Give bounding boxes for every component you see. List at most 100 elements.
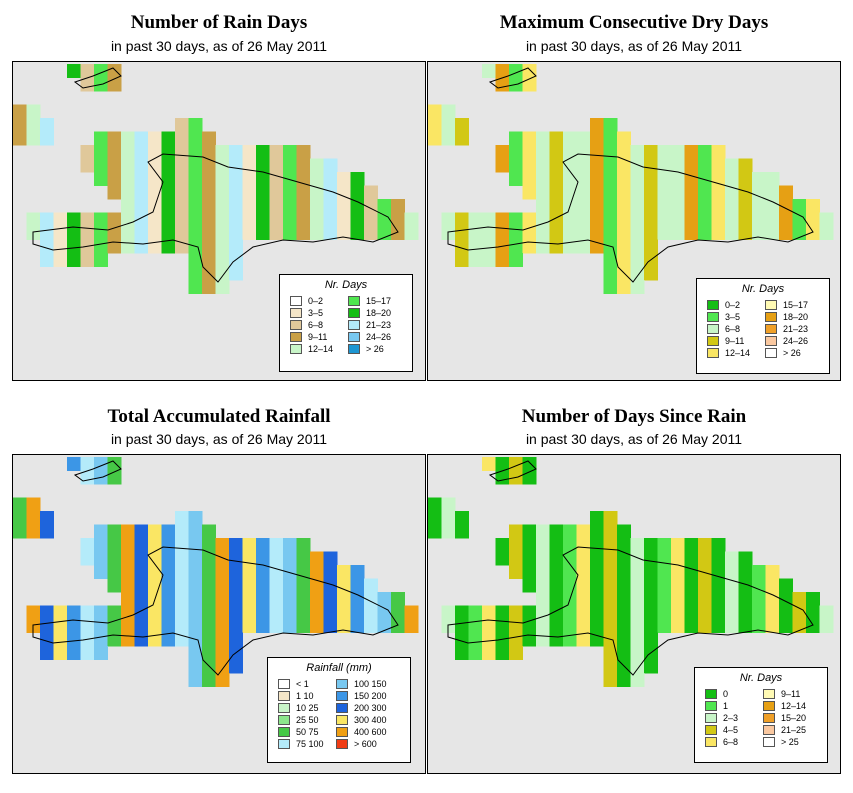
grid-cell	[229, 226, 243, 240]
legend-swatch	[348, 308, 360, 318]
grid-cell	[684, 172, 699, 186]
grid-cell	[134, 551, 149, 566]
grid-cell	[590, 511, 604, 525]
grid-cell	[13, 118, 27, 132]
map-legend: Nr. Days 0–2 3–5 6–8 9–11 12–14 15–17 18–20 21–…	[696, 278, 830, 374]
grid-cell	[148, 172, 162, 186]
grid-cell	[53, 605, 68, 620]
grid-cell	[134, 226, 149, 240]
grid-cell	[175, 158, 189, 173]
grid-cell	[94, 551, 108, 566]
legend-label: 21–23	[783, 324, 809, 334]
island-outline	[32, 546, 399, 676]
legend-label: 150 200	[354, 691, 387, 701]
grid-cell	[657, 538, 672, 552]
grid-cell	[617, 578, 631, 593]
grid-cell	[67, 226, 81, 240]
grid-cell	[215, 280, 230, 294]
grid-cell	[765, 605, 780, 620]
grid-cell	[94, 226, 108, 240]
grid-cell	[765, 578, 780, 593]
legend-item: > 25	[763, 736, 823, 748]
grid-cell	[806, 605, 820, 620]
grid-cell	[229, 605, 243, 620]
legend-label: 10 25	[296, 703, 319, 713]
grid-cell	[630, 212, 645, 227]
legend-column: 15–17 18–20 21–23 24–26 > 26	[765, 299, 825, 359]
grid-cell	[428, 497, 442, 512]
grid-cell	[337, 185, 351, 200]
legend-label: 21–25	[781, 725, 807, 735]
grid-cell	[590, 538, 604, 552]
grid-cell	[256, 172, 270, 186]
grid-cell	[350, 199, 365, 213]
grid-cell	[617, 145, 631, 159]
legend-title: Rainfall (mm)	[306, 662, 372, 674]
grid-cell	[644, 619, 658, 633]
grid-cell	[229, 578, 243, 593]
grid-cell	[441, 131, 456, 146]
grid-cell	[590, 619, 604, 633]
island-outline	[447, 153, 814, 283]
grid-cell	[630, 592, 645, 606]
grid-cell	[175, 185, 189, 200]
grid-cell	[80, 226, 95, 240]
legend-swatch	[707, 300, 719, 310]
grid-cell	[215, 239, 230, 254]
grid-cell	[671, 158, 685, 173]
grid-cell	[711, 538, 726, 552]
grid-cell	[468, 239, 483, 254]
coastline-outline	[73, 67, 122, 89]
grid-cell	[495, 226, 510, 240]
map-grid	[13, 64, 419, 294]
panel-title: Maximum Consecutive Dry Days	[499, 12, 769, 33]
grid-cell	[536, 538, 550, 552]
grid-cell	[644, 199, 658, 213]
legend-item: 50 75	[278, 726, 338, 738]
grid-cell	[536, 632, 550, 647]
grid-cell	[738, 578, 753, 593]
grid-cell	[229, 659, 243, 674]
grid-cell	[269, 145, 284, 159]
grid-cell	[215, 592, 230, 606]
map-since-rain: Nr. Days 0 1 2–3 4–5 6–8 9–11 12–14 15–20 21–25 >…	[427, 454, 841, 774]
grid-cell	[765, 565, 780, 579]
grid-cell	[752, 185, 766, 200]
grid-cell	[323, 551, 338, 566]
grid-cell	[495, 158, 510, 173]
grid-cell	[94, 239, 108, 254]
panel-title: Number of Days Since Rain	[521, 406, 747, 427]
grid-cell	[549, 538, 564, 552]
grid-cell	[549, 185, 564, 200]
grid-cell	[644, 538, 658, 552]
grid-cell	[657, 578, 672, 593]
grid-cell	[617, 673, 631, 687]
grid-cell	[509, 538, 523, 552]
legend-swatch	[765, 300, 777, 310]
grid-cell	[806, 199, 820, 213]
grid-cell	[549, 551, 564, 566]
grid-cell	[175, 592, 189, 606]
grid-cell	[296, 226, 311, 240]
grid-cell	[256, 619, 270, 633]
grid-cell	[215, 565, 230, 579]
grid-cell	[337, 619, 351, 633]
grid-cell	[215, 673, 230, 687]
grid-cell	[576, 592, 591, 606]
map-legend: Nr. Days 0–2 3–5 6–8 9–11 12–14 15–17 18–20 21–…	[279, 274, 413, 372]
grid-cell	[188, 158, 203, 173]
grid-cell	[455, 131, 469, 146]
grid-cell	[738, 199, 753, 213]
grid-cell	[26, 118, 41, 132]
legend-item: 4–5	[705, 724, 765, 736]
grid-cell	[725, 605, 739, 620]
grid-cell	[202, 632, 216, 647]
grid-cell	[509, 632, 523, 647]
legend-label: 15–20	[781, 713, 807, 723]
grid-cell	[603, 578, 618, 593]
legend-item: 1 10	[278, 690, 338, 702]
grid-cell	[188, 659, 203, 674]
grid-cell	[671, 185, 685, 200]
grid-cell	[563, 619, 577, 633]
grid-cell	[441, 104, 456, 119]
